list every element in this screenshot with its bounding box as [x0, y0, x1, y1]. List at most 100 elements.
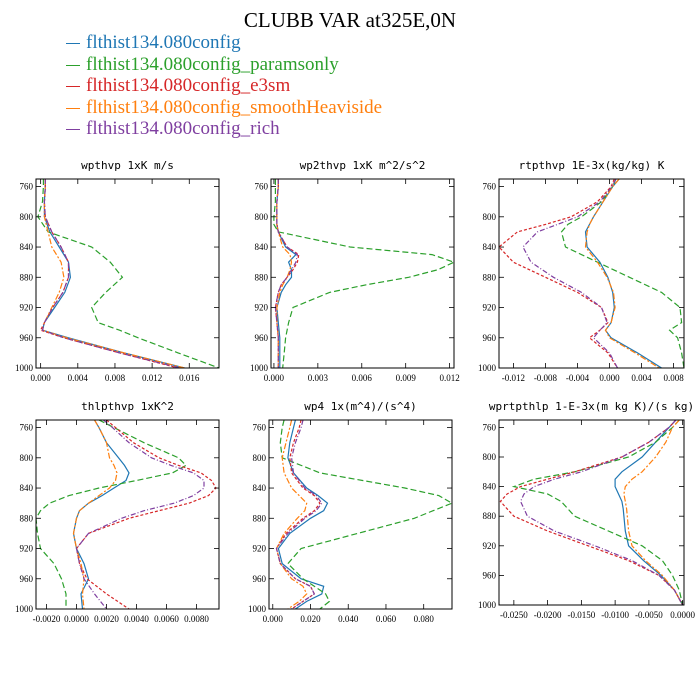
- series-line: [519, 420, 684, 605]
- x-tick-label: -0.0100: [601, 610, 629, 620]
- y-tick-label: 960: [253, 574, 267, 584]
- series-line: [72, 420, 130, 609]
- legend-swatch: [66, 107, 80, 109]
- panel-title: wp2thvp 1xK m^2/s^2: [300, 159, 426, 172]
- x-tick-label: 0.000: [31, 373, 52, 383]
- plot-frame: [498, 419, 685, 606]
- panel: thlpthvp 1xK^2 760 800 840 880 920 960 1000-0.0…: [15, 400, 220, 624]
- y-tick-label: 1000: [15, 604, 34, 614]
- y-tick-label: 880: [253, 513, 267, 523]
- y-tick-label: 920: [483, 303, 497, 313]
- legend-item: flthist134.080config_rich: [66, 118, 382, 140]
- x-tick-label: 0.0080: [184, 614, 209, 624]
- y-tick-label: 800: [20, 453, 34, 463]
- y-tick-label: 760: [253, 423, 267, 433]
- series-line: [277, 420, 329, 609]
- legend-swatch: [66, 129, 80, 131]
- y-tick-label: 800: [20, 212, 34, 222]
- x-tick-label: 0.040: [338, 614, 359, 624]
- y-tick-label: 1000: [478, 600, 497, 610]
- x-tick-label: 0.080: [414, 614, 435, 624]
- y-tick-label: 880: [20, 513, 34, 523]
- y-tick-label: 840: [483, 242, 497, 252]
- series-line: [41, 179, 185, 368]
- series-line: [499, 420, 684, 605]
- series-line: [279, 420, 452, 609]
- y-tick-label: 920: [20, 544, 34, 554]
- y-tick-label: 840: [20, 483, 34, 493]
- legend-label: flthist134.080config: [86, 32, 241, 53]
- x-tick-label: -0.012: [502, 373, 525, 383]
- legend-swatch: [66, 43, 80, 45]
- legend: flthist134.080config flthist134.080confi…: [66, 32, 382, 140]
- x-tick-label: 0.020: [300, 614, 321, 624]
- y-tick-label: 840: [255, 242, 269, 252]
- y-tick-label: 760: [483, 422, 497, 432]
- x-tick-label: 0.060: [376, 614, 397, 624]
- panel-title: wp4 1x(m^4)/(s^4): [304, 400, 417, 413]
- y-tick-label: 880: [255, 272, 269, 282]
- y-tick-label: 1000: [248, 604, 267, 614]
- y-tick-label: 800: [253, 453, 267, 463]
- panel-title: wprtpthlp 1-E-3x(m kg K)/(s kg): [489, 400, 694, 413]
- y-tick-label: 960: [483, 333, 497, 343]
- y-tick-label: 960: [20, 333, 34, 343]
- plot-frame: [270, 178, 455, 369]
- y-tick-label: 920: [255, 303, 269, 313]
- panel: wpthvp 1xK m/s76080084088092096010000.00…: [15, 159, 220, 383]
- y-tick-label: 760: [20, 423, 34, 433]
- panel: wp2thvp 1xK m^2/s^2 760 800 840 880 920 960 100…: [250, 159, 460, 383]
- series-line: [560, 179, 684, 368]
- y-tick-label: 840: [20, 242, 34, 252]
- x-tick-label: 0.000: [599, 373, 620, 383]
- x-tick-label: -0.004: [566, 373, 590, 383]
- series-line: [274, 179, 299, 368]
- y-tick-label: 1000: [15, 363, 34, 373]
- y-tick-label: 800: [255, 212, 269, 222]
- series-line: [276, 179, 293, 368]
- series-line: [276, 179, 297, 368]
- series-line: [499, 179, 619, 368]
- x-tick-label: -0.0200: [534, 610, 562, 620]
- y-tick-label: 960: [20, 574, 34, 584]
- y-tick-label: 1000: [478, 363, 497, 373]
- panel-title: rtpthvp 1E-3x(kg/kg) K: [519, 159, 665, 172]
- legend-item: flthist134.080config_paramsonly: [66, 54, 382, 76]
- x-tick-label: 0.006: [352, 373, 373, 383]
- plot-frame: [268, 419, 453, 610]
- series-line: [75, 420, 217, 609]
- series-line: [75, 420, 205, 609]
- panel-title: wpthvp 1xK m/s: [81, 159, 174, 172]
- legend-label: flthist134.080config_paramsonly: [86, 53, 339, 75]
- y-tick-label: 760: [483, 182, 497, 192]
- x-tick-label: 0.0000: [64, 614, 89, 624]
- series-line: [72, 420, 118, 609]
- y-tick-label: 800: [483, 212, 497, 222]
- x-tick-label: -0.0150: [567, 610, 595, 620]
- x-tick-label: 0.0000: [670, 610, 695, 620]
- y-tick-label: 880: [483, 272, 497, 282]
- x-tick-label: 0.016: [179, 373, 200, 383]
- series-line: [41, 179, 185, 368]
- legend-item: flthist134.080config: [66, 32, 382, 54]
- x-tick-label: -0.008: [534, 373, 558, 383]
- series-line: [584, 179, 660, 368]
- series-line: [522, 179, 619, 368]
- figure-title: CLUBB VAR at325E,0N: [243, 8, 457, 32]
- y-tick-label: 760: [255, 182, 269, 192]
- series-line: [39, 179, 179, 368]
- legend-label: flthist134.080config_rich: [86, 118, 280, 139]
- x-tick-label: 0.008: [105, 373, 126, 383]
- y-tick-label: 1000: [250, 363, 269, 373]
- legend-swatch: [66, 86, 80, 88]
- x-tick-label: 0.008: [663, 373, 684, 383]
- y-tick-label: 840: [483, 482, 497, 492]
- plot-frame: [35, 419, 220, 610]
- y-tick-label: 960: [255, 333, 269, 343]
- x-tick-label: 0.0040: [124, 614, 149, 624]
- panel: wprtpthlp 1-E-3x(m kg K)/(s kg) 760 800 840…: [478, 400, 696, 620]
- panel: wp4 1x(m^4)/(s^4)76080084088092096010000…: [248, 400, 453, 624]
- x-tick-label: 0.0060: [154, 614, 179, 624]
- series-line: [36, 420, 187, 609]
- panel-title: thlpthvp 1xK^2: [81, 400, 174, 413]
